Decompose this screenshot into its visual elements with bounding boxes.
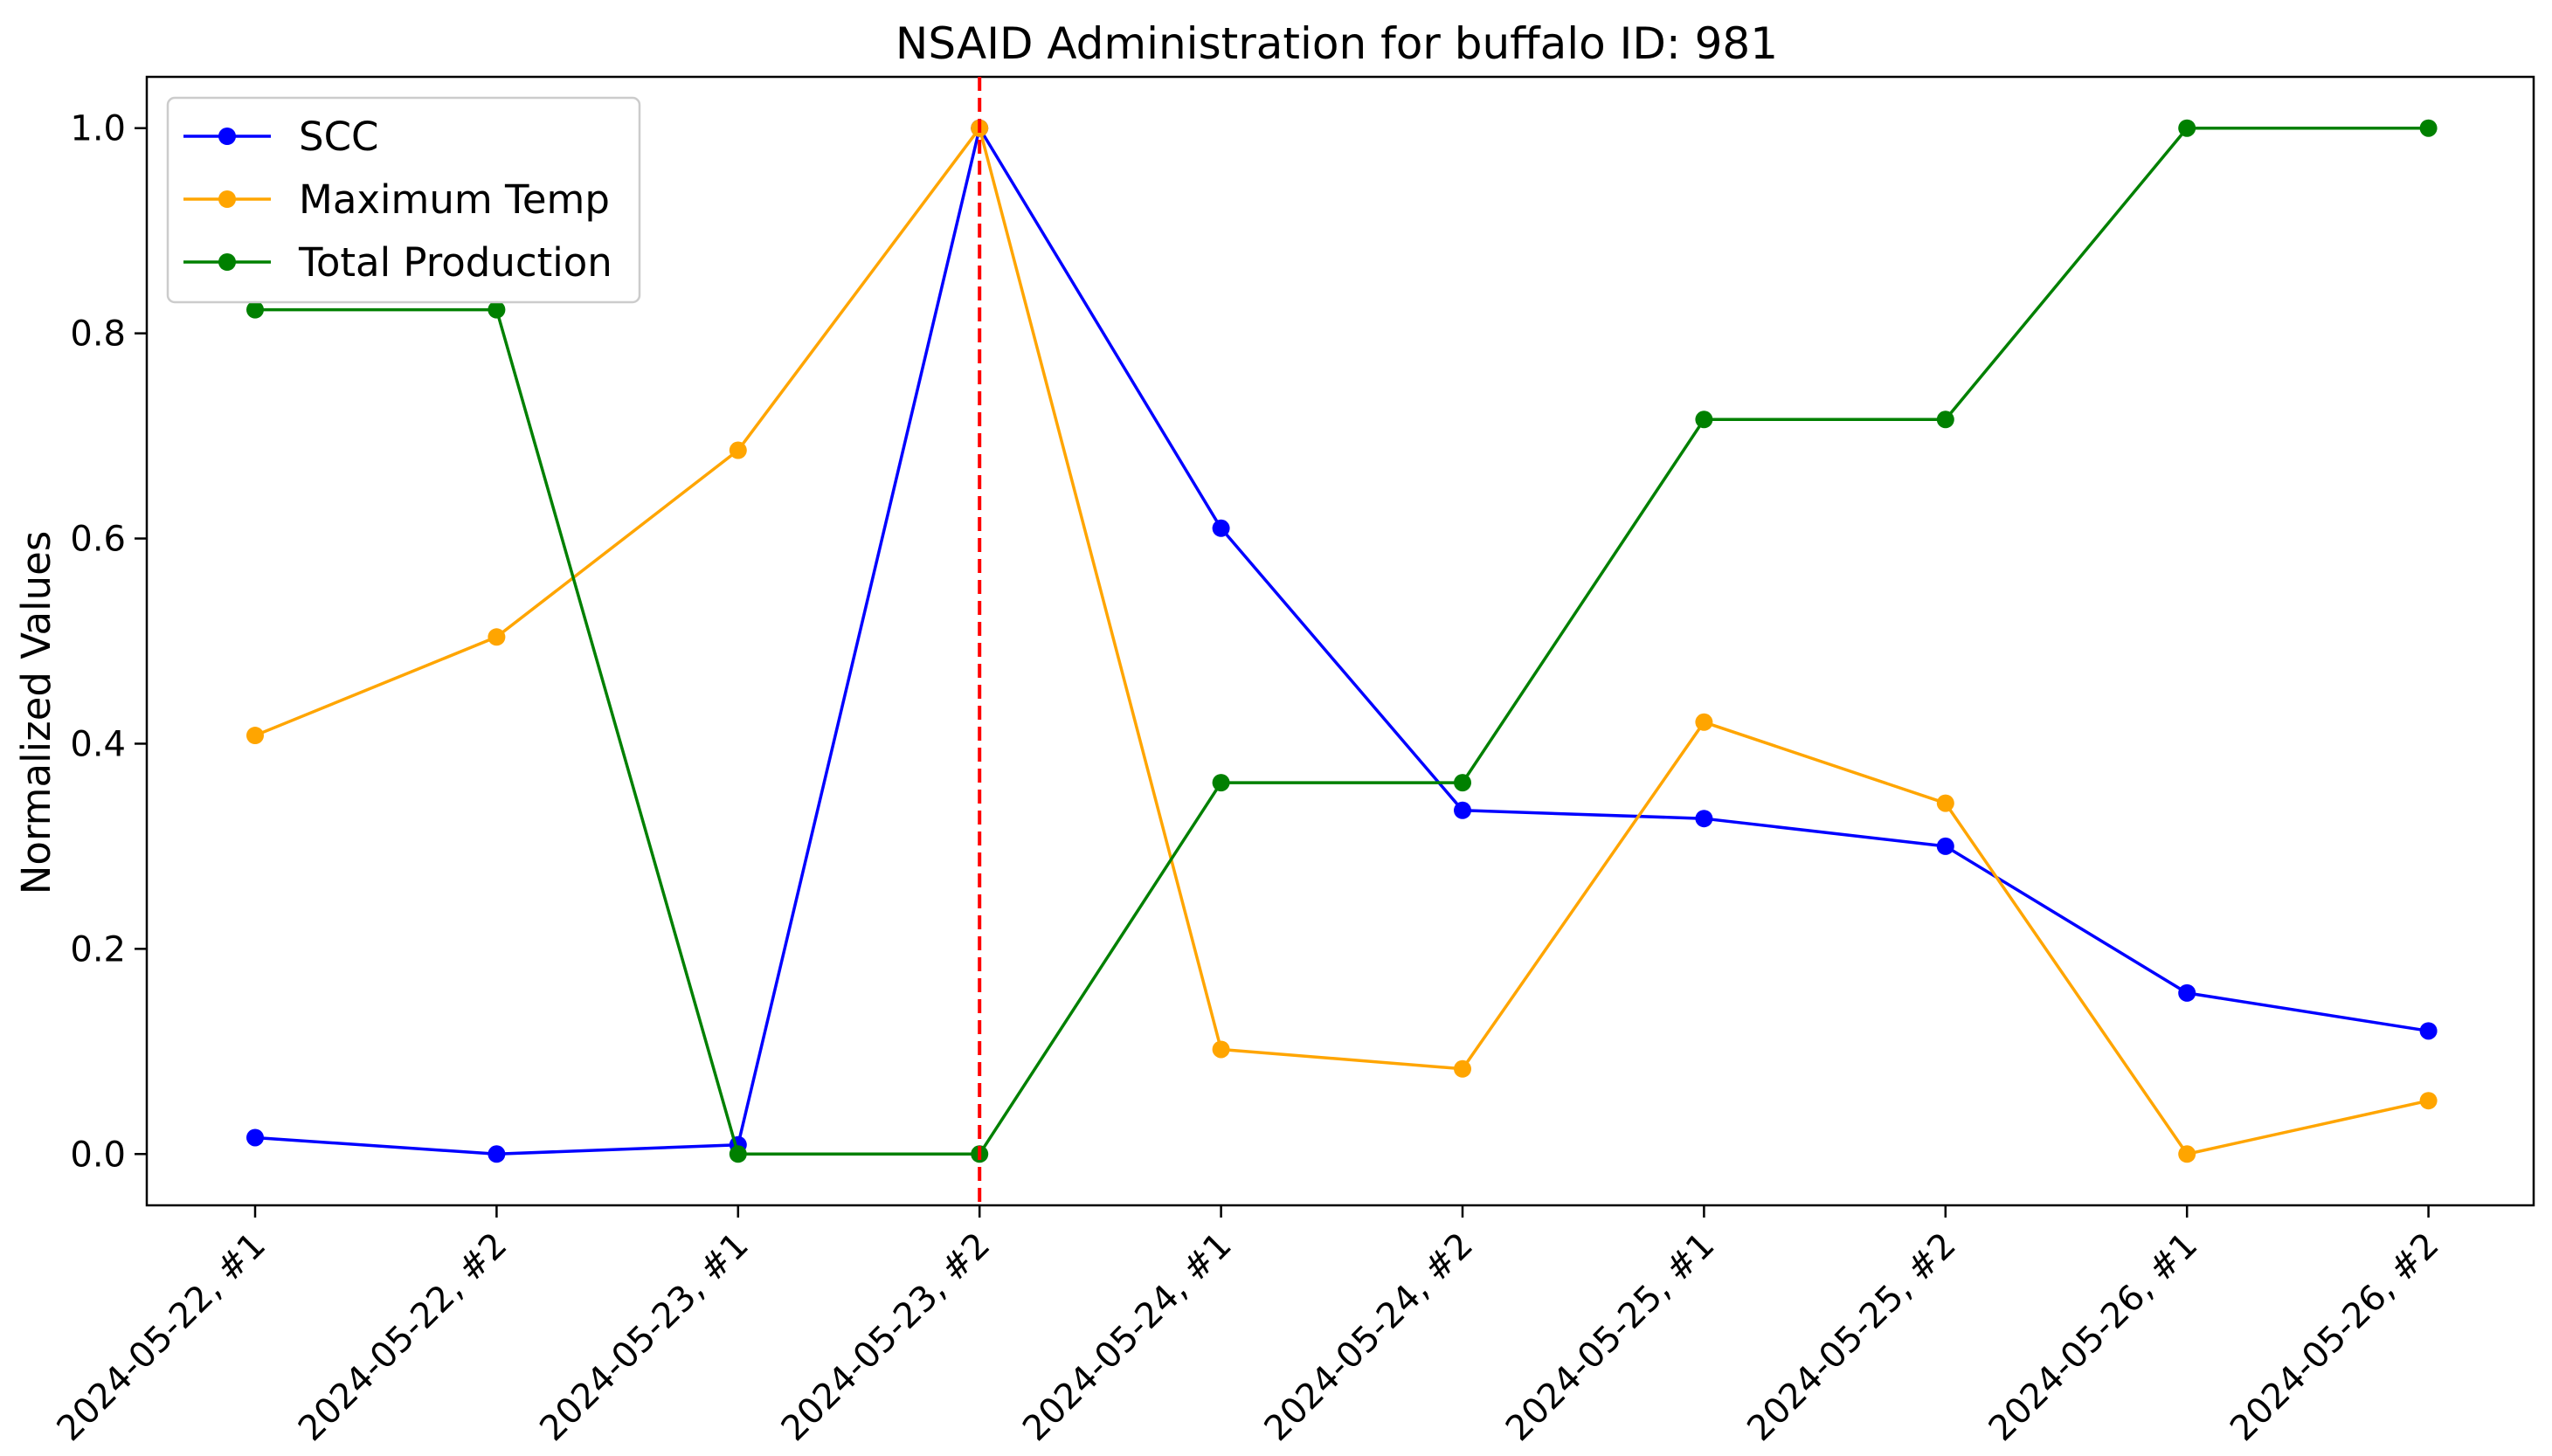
plot-frame bbox=[145, 75, 2535, 1207]
data-point bbox=[1212, 1040, 1230, 1059]
data-point bbox=[2419, 1022, 2438, 1040]
data-point bbox=[1936, 411, 1954, 429]
y-axis-label: Normalized Values bbox=[13, 531, 59, 895]
legend-marker bbox=[218, 253, 236, 271]
y-axis: 0.0 0.2 0.4 0.6 0.8 1.0 bbox=[70, 109, 147, 1175]
x-tick-label: 2024-05-26, #2 bbox=[2223, 1225, 2447, 1450]
x-tick-label: 2024-05-25, #1 bbox=[1498, 1225, 1723, 1450]
x-tick-label: 2024-05-22, #1 bbox=[49, 1225, 273, 1450]
data-point bbox=[1454, 1059, 1471, 1078]
data-point bbox=[1695, 810, 1713, 828]
x-axis: 2024-05-22, #1 2024-05-22, #2 2024-05-23, … bbox=[49, 1205, 2447, 1450]
data-point bbox=[488, 1145, 506, 1163]
legend-label: SCC bbox=[299, 114, 378, 160]
data-point bbox=[246, 1128, 264, 1147]
x-tick-label: 2024-05-22, #2 bbox=[291, 1225, 515, 1450]
series-line bbox=[254, 126, 2429, 1156]
legend-label: Total Production bbox=[298, 239, 612, 286]
y-tick-label: 0.6 bbox=[70, 520, 126, 560]
legend-marker bbox=[218, 190, 236, 208]
legend-frame bbox=[166, 96, 641, 304]
data-point bbox=[2178, 119, 2196, 137]
series-maximum-temp bbox=[246, 119, 2438, 1163]
data-point bbox=[1212, 774, 1230, 792]
data-point bbox=[2419, 119, 2438, 137]
data-point bbox=[1936, 794, 1954, 812]
legend-marker bbox=[218, 128, 236, 145]
data-point bbox=[1454, 774, 1471, 792]
data-point bbox=[246, 727, 264, 745]
data-point bbox=[488, 300, 506, 319]
x-tick-label: 2024-05-23, #2 bbox=[774, 1225, 999, 1450]
y-tick-label: 0.4 bbox=[70, 724, 126, 764]
y-tick-label: 0.8 bbox=[70, 314, 126, 355]
data-point bbox=[246, 300, 264, 319]
data-point bbox=[1212, 519, 1230, 537]
data-point bbox=[1454, 801, 1471, 819]
legend-label: Maximum Temp bbox=[299, 176, 610, 223]
data-point bbox=[2178, 983, 2196, 1002]
x-tick-label: 2024-05-24, #2 bbox=[1256, 1225, 1481, 1450]
data-point bbox=[1695, 411, 1713, 429]
series-total-production bbox=[246, 119, 2438, 1163]
series-line bbox=[254, 126, 2429, 1156]
data-point bbox=[729, 1145, 747, 1163]
x-tick-label: 2024-05-25, #2 bbox=[1739, 1225, 1964, 1450]
x-tick-label: 2024-05-23, #1 bbox=[532, 1225, 757, 1450]
data-point bbox=[2178, 1145, 2196, 1163]
y-tick-label: 1.0 bbox=[70, 109, 126, 149]
data-point bbox=[1936, 837, 1954, 855]
plot-area bbox=[145, 75, 2535, 1207]
series-line bbox=[255, 126, 2429, 1156]
chart-title: NSAID Administration for buffalo ID: 981 bbox=[896, 18, 1778, 69]
series-layer bbox=[246, 77, 2438, 1205]
x-tick-label: 2024-05-24, #1 bbox=[1015, 1225, 1240, 1450]
y-tick-label: 0.2 bbox=[70, 929, 126, 970]
data-point bbox=[2419, 1092, 2438, 1110]
data-point bbox=[1695, 713, 1713, 731]
data-point bbox=[488, 628, 506, 646]
legend: SCC Maximum Temp Total Production bbox=[166, 96, 641, 304]
data-point bbox=[729, 441, 747, 459]
x-tick-label: 2024-05-26, #1 bbox=[1981, 1225, 2206, 1450]
y-tick-label: 0.0 bbox=[70, 1135, 126, 1175]
